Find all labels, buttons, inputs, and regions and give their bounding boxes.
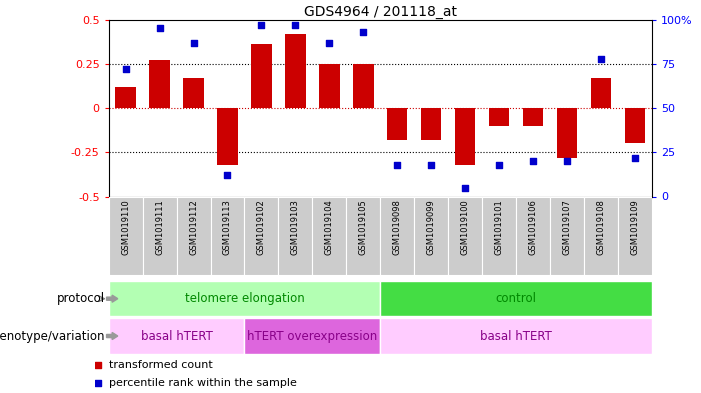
Bar xyxy=(149,60,170,108)
Bar xyxy=(210,196,245,275)
Point xyxy=(120,66,131,72)
Bar xyxy=(591,78,611,108)
Text: GSM1019110: GSM1019110 xyxy=(121,199,130,255)
Bar xyxy=(319,64,339,108)
Text: GSM1019109: GSM1019109 xyxy=(630,199,639,255)
Text: hTERT overexpression: hTERT overexpression xyxy=(247,329,378,343)
Bar xyxy=(557,108,577,158)
Bar xyxy=(625,108,645,143)
Bar xyxy=(109,281,381,316)
Text: GSM1019113: GSM1019113 xyxy=(223,199,232,255)
Point xyxy=(290,22,301,28)
Bar xyxy=(455,108,475,165)
Bar xyxy=(489,108,510,126)
Text: GSM1019098: GSM1019098 xyxy=(393,199,402,255)
Point xyxy=(93,362,104,369)
Bar xyxy=(177,196,210,275)
Bar xyxy=(346,196,381,275)
Text: genotype/variation: genotype/variation xyxy=(0,329,105,343)
Text: GSM1019104: GSM1019104 xyxy=(325,199,334,255)
Point xyxy=(256,22,267,28)
Bar xyxy=(251,44,272,108)
Text: GSM1019102: GSM1019102 xyxy=(257,199,266,255)
Point xyxy=(93,380,104,386)
Point xyxy=(358,29,369,35)
Bar xyxy=(109,318,245,354)
Bar xyxy=(184,78,204,108)
Point xyxy=(426,162,437,168)
Text: GSM1019108: GSM1019108 xyxy=(597,199,606,255)
Text: GSM1019099: GSM1019099 xyxy=(427,199,436,255)
Bar xyxy=(142,196,177,275)
Bar xyxy=(109,196,142,275)
Text: percentile rank within the sample: percentile rank within the sample xyxy=(109,378,297,388)
Text: protocol: protocol xyxy=(57,292,105,305)
Point xyxy=(562,158,573,164)
Title: GDS4964 / 201118_at: GDS4964 / 201118_at xyxy=(304,5,457,18)
Bar xyxy=(285,34,306,108)
Point xyxy=(595,55,606,62)
Bar xyxy=(217,108,238,165)
Text: basal hTERT: basal hTERT xyxy=(480,329,552,343)
Point xyxy=(188,40,199,46)
Point xyxy=(324,40,335,46)
Text: telomere elongation: telomere elongation xyxy=(184,292,304,305)
Bar xyxy=(550,196,584,275)
Bar xyxy=(381,318,652,354)
Bar xyxy=(353,64,374,108)
Bar xyxy=(516,196,550,275)
Point xyxy=(222,172,233,178)
Point xyxy=(527,158,538,164)
Bar xyxy=(584,196,618,275)
Bar xyxy=(618,196,652,275)
Bar xyxy=(381,196,414,275)
Text: GSM1019103: GSM1019103 xyxy=(291,199,300,255)
Bar xyxy=(523,108,543,126)
Bar xyxy=(482,196,516,275)
Text: GSM1019111: GSM1019111 xyxy=(155,199,164,255)
Text: GSM1019107: GSM1019107 xyxy=(562,199,571,255)
Text: control: control xyxy=(496,292,536,305)
Bar xyxy=(245,196,278,275)
Text: GSM1019105: GSM1019105 xyxy=(359,199,368,255)
Text: GSM1019112: GSM1019112 xyxy=(189,199,198,255)
Bar xyxy=(381,281,652,316)
Bar xyxy=(278,196,313,275)
Point xyxy=(629,154,641,161)
Point xyxy=(494,162,505,168)
Text: transformed count: transformed count xyxy=(109,360,212,371)
Bar xyxy=(387,108,407,140)
Text: basal hTERT: basal hTERT xyxy=(141,329,212,343)
Bar xyxy=(448,196,482,275)
Point xyxy=(154,26,165,32)
Text: GSM1019100: GSM1019100 xyxy=(461,199,470,255)
Bar xyxy=(421,108,442,140)
Bar xyxy=(414,196,448,275)
Bar xyxy=(313,196,346,275)
Point xyxy=(460,185,471,191)
Text: GSM1019106: GSM1019106 xyxy=(529,199,538,255)
Point xyxy=(392,162,403,168)
Text: GSM1019101: GSM1019101 xyxy=(495,199,503,255)
Bar xyxy=(245,318,381,354)
Bar xyxy=(116,87,136,108)
